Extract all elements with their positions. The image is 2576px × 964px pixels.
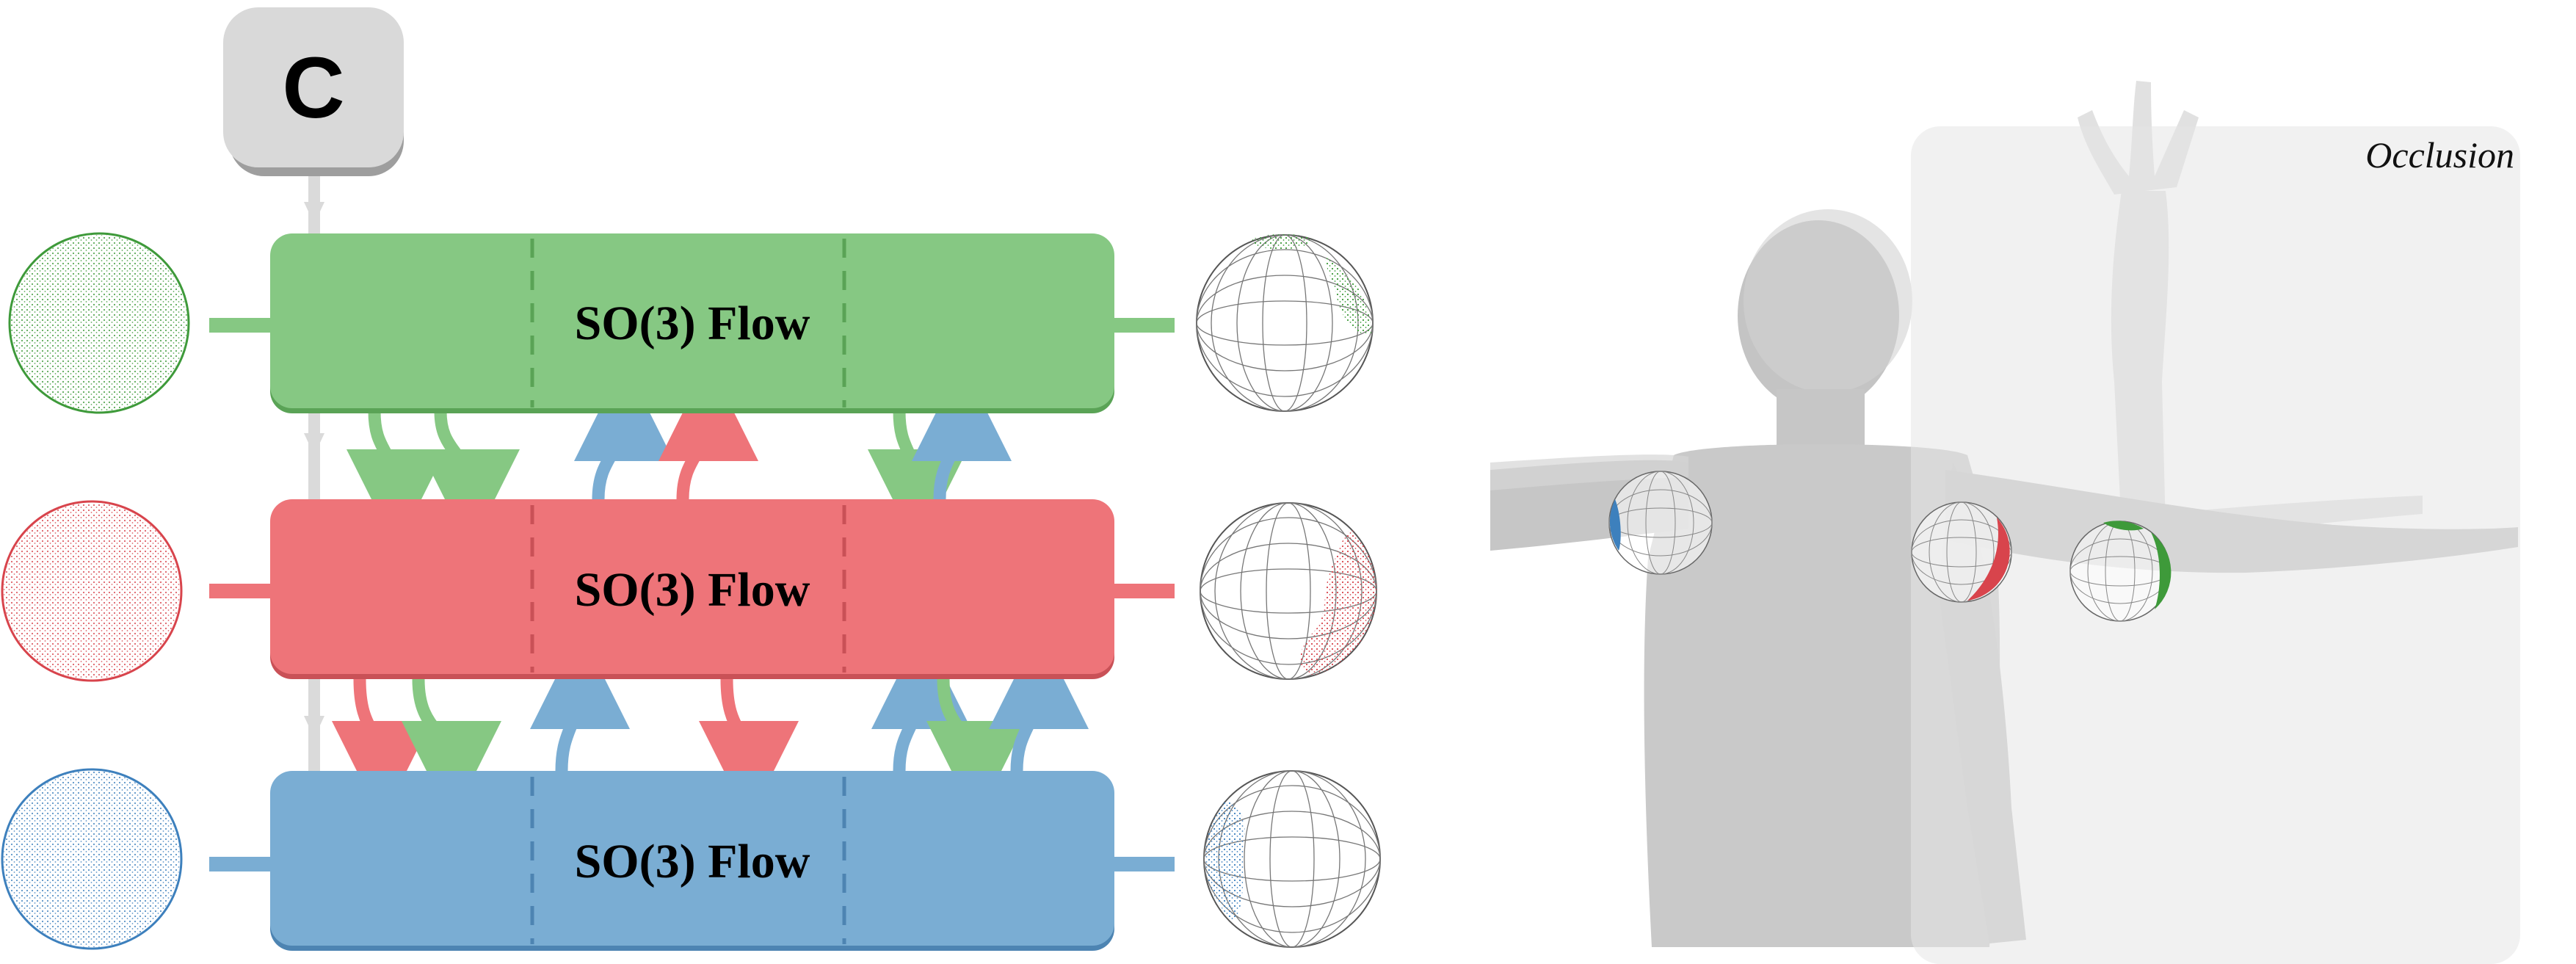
joint-sphere-blue: [1609, 471, 1712, 574]
condition-label: C: [282, 40, 344, 137]
output-sphere-red: [1200, 503, 1376, 679]
input-sphere-red: [2, 501, 181, 681]
coupling-arrows-lower: [360, 679, 1039, 771]
flow-block-2: SO(3) Flow: [270, 499, 1114, 679]
coupling-arrows-upper: [374, 411, 962, 499]
flow-block-1: SO(3) Flow: [270, 233, 1114, 413]
joint-sphere-green: [2070, 521, 2171, 621]
output-sphere-blue: [1204, 771, 1380, 947]
joint-sphere-red: [1912, 502, 2011, 602]
condition-box: C: [223, 7, 404, 176]
flow-block-3: SO(3) Flow: [270, 771, 1114, 951]
input-sphere-blue: [2, 769, 181, 949]
flow-label-2: SO(3) Flow: [575, 563, 810, 617]
input-sphere-green: [10, 233, 189, 413]
flow-label-1: SO(3) Flow: [575, 297, 810, 350]
occlusion-label: Occlusion: [2365, 134, 2514, 175]
flow-label-3: SO(3) Flow: [575, 835, 810, 888]
output-sphere-green: [1197, 233, 1373, 411]
